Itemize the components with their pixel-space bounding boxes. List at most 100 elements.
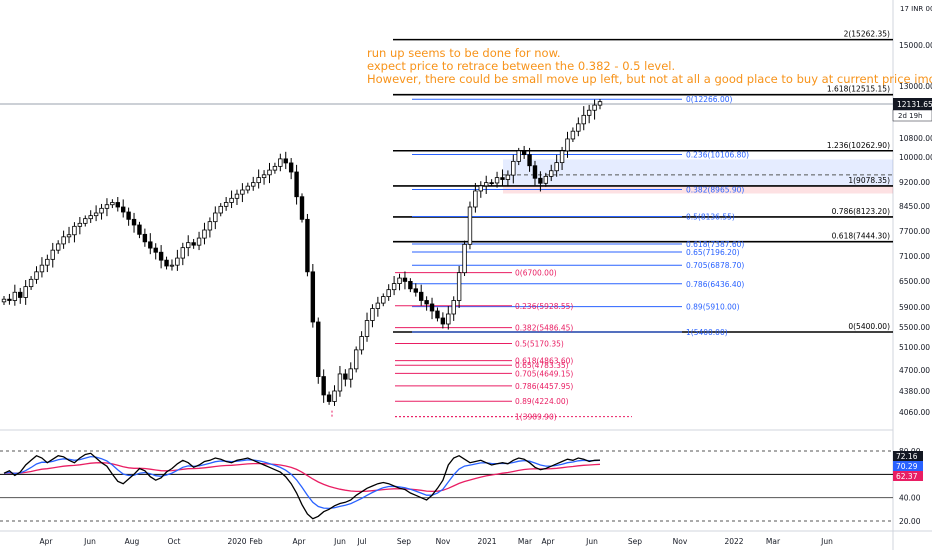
time-tick-label: Jun	[333, 537, 346, 546]
candle-body	[294, 171, 299, 198]
time-tick-label: Apr	[40, 537, 54, 546]
fib-pink-label: 0.705(4649.15)	[515, 369, 573, 378]
time-tick-label: Sep	[628, 537, 642, 546]
fib-blue-label: 0.65(7196.20)	[686, 248, 740, 257]
candle-body	[115, 202, 120, 208]
candle-body	[223, 202, 229, 207]
candle-body	[245, 185, 251, 191]
candle-body	[570, 130, 576, 140]
candle-body	[332, 390, 337, 402]
candle-body	[554, 162, 559, 172]
candle-body	[581, 114, 586, 125]
time-tick-label: Nov	[673, 537, 688, 546]
candle-body	[305, 218, 310, 273]
candle-body	[158, 251, 164, 261]
candle-body	[186, 242, 191, 249]
candle-body	[576, 123, 581, 132]
time-tick-label: Oct	[168, 537, 181, 546]
candle-body	[126, 211, 131, 220]
time-tick-label: Apr	[542, 537, 556, 546]
retrace-zone-blue	[503, 159, 893, 186]
candle-body	[478, 185, 483, 192]
candle-body	[424, 300, 429, 305]
candle-body	[359, 336, 364, 351]
candle-body	[34, 271, 39, 280]
candle-body	[532, 165, 538, 179]
fib-pink-label: 0.236(5928.55)	[515, 302, 573, 311]
fib-blue-label: 1(5400.00)	[686, 328, 728, 337]
candle-body	[202, 229, 207, 239]
candle-body	[99, 207, 104, 214]
candle-body	[83, 218, 88, 224]
price-badge-value: 12131.65	[897, 100, 932, 109]
candle-body	[467, 206, 473, 245]
time-tick-label: Jul	[356, 537, 366, 546]
fib-ext-label: 1.618(12515.15)	[827, 85, 890, 94]
candle-body	[12, 291, 18, 301]
candle-body	[104, 204, 110, 209]
fib-blue-label: 0(12266.00)	[686, 95, 732, 104]
candle-body	[207, 221, 213, 231]
candle-body	[7, 298, 12, 301]
time-tick-label: Apr	[293, 537, 307, 546]
fib-pink-label: 0.618(4863.60)	[515, 357, 573, 366]
fib-pink-label: 0.382(5486.45)	[515, 324, 573, 333]
candle-body	[565, 138, 570, 152]
candle-body	[272, 165, 278, 171]
candle-body	[418, 291, 424, 301]
annotation-line: run up seems to be done for now.	[367, 46, 561, 60]
candle-body	[500, 177, 505, 180]
annotation-note[interactable]: run up seems to be done for now. expect …	[367, 47, 932, 86]
candle-body	[72, 225, 77, 236]
price-tick-label: 6500.00	[899, 277, 930, 286]
fib-blue-label: 0.236(10106.80)	[686, 150, 749, 159]
candle-body	[267, 169, 272, 176]
candle-body	[316, 321, 321, 377]
candle-body	[234, 193, 240, 199]
candle-body	[462, 243, 467, 274]
candle-body	[88, 215, 93, 220]
candle-body	[55, 243, 61, 251]
price-badge	[893, 98, 932, 110]
rsi-line	[3, 452, 601, 520]
candle-body	[413, 288, 418, 293]
fib-blue-label: 0.5(8136.55)	[686, 212, 735, 221]
rsi-tick-label: 40.00	[899, 494, 921, 503]
rsi-badge-slow	[893, 471, 923, 481]
candle-body	[381, 296, 386, 304]
price-tick-label: 5100.00	[899, 343, 930, 352]
candle-body	[429, 303, 435, 312]
candle-body	[586, 109, 592, 116]
candle-body	[343, 373, 348, 380]
candle-body	[592, 104, 597, 111]
rsi-tick-label: 20.00	[899, 517, 921, 526]
candle-body	[148, 241, 153, 249]
time-tick-label: Aug	[125, 537, 140, 546]
candle-body	[251, 182, 256, 187]
candle-body	[121, 206, 126, 213]
rsi-badge-rsi	[893, 451, 923, 461]
candle-body	[61, 236, 66, 245]
candle-body	[375, 302, 381, 309]
fib-pink-label: 0.786(4457.95)	[515, 382, 573, 391]
candle-body	[39, 264, 45, 273]
candle-body	[137, 224, 142, 235]
fib-ext-label: 0.618(7444.30)	[832, 232, 890, 241]
candle-body	[213, 212, 218, 223]
candle-body	[484, 182, 489, 187]
fib-blue-label: 0.786(6436.40)	[686, 280, 744, 289]
candle-body	[180, 247, 185, 259]
candle-body	[77, 222, 83, 227]
candle-body	[191, 242, 196, 246]
candle-body	[261, 174, 267, 179]
price-tick-label: 4380.00	[899, 387, 930, 396]
fib-ext-label: 1.236(10262.90)	[827, 141, 890, 150]
candle-body	[66, 234, 72, 238]
candle-body	[543, 175, 549, 184]
fib-blue-label: 0.89(5910.00)	[686, 303, 740, 312]
candle-body	[321, 376, 326, 396]
candle-body	[451, 300, 456, 315]
candle-body	[164, 259, 169, 267]
